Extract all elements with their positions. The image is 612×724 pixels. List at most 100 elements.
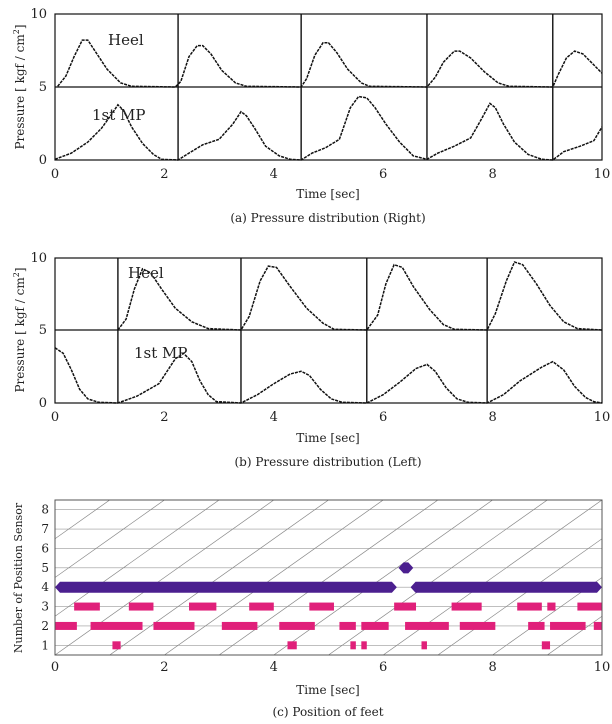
foot-segments (55, 562, 602, 650)
y-axis-label-main: Pressure [ kgf / cm (13, 277, 27, 393)
series-label-1st-mp: 1st MP (134, 344, 188, 362)
x-tick-label: 8 (488, 167, 496, 182)
x-tick-label: 10 (594, 167, 611, 182)
diagonal-gridline (273, 500, 493, 655)
right-foot-segment (394, 602, 417, 611)
pressure-curves (54, 261, 603, 404)
diagonal-gridline (55, 500, 275, 655)
diagonal-grid (55, 500, 602, 655)
x-tick-label: 0 (51, 410, 59, 425)
y-tick-label: 0 (39, 153, 47, 168)
x-axis-label: Time [sec] (296, 683, 359, 697)
x-tick-label: 8 (488, 660, 496, 675)
diagonal-gridline (218, 500, 439, 655)
left-foot-segment (410, 581, 602, 593)
y-axis-label-main: Pressure [ kgf / cm (13, 34, 27, 150)
right-foot-segment (221, 621, 258, 630)
y-tick-label: 7 (41, 522, 49, 536)
right-foot-segment (287, 641, 297, 650)
right-foot-segment (517, 602, 542, 611)
y-tick-label: 5 (39, 80, 47, 95)
panel-caption: (b) Pressure distribution (Left) (234, 455, 421, 469)
pressure-curve-heel (117, 261, 603, 331)
y-axis-label-end: ] (13, 267, 27, 272)
y-tick-label: 5 (41, 561, 49, 575)
right-foot-segment (547, 602, 556, 611)
y-axis-label-sup: 2 (12, 272, 21, 277)
diagonal-gridline (55, 500, 220, 617)
y-tick-labels: 0 5 10 (30, 251, 47, 411)
y-axis-label: Number of Position Sensor (12, 502, 25, 653)
right-foot-segment (339, 621, 356, 630)
right-foot-segment (459, 621, 496, 630)
y-tick-label: 5 (39, 323, 47, 338)
x-axis-label: Time [sec] (296, 431, 359, 445)
x-tick-labels: 0 2 4 6 8 10 (51, 410, 610, 425)
diagonal-gridline (492, 577, 602, 655)
pressure-curves (54, 39, 603, 161)
y-tick-label: 3 (41, 600, 49, 614)
y-tick-label: 10 (30, 7, 47, 22)
panel-caption: (a) Pressure distribution (Right) (230, 211, 425, 225)
right-foot-segment (593, 621, 602, 630)
y-tick-labels: 1 2 3 4 5 6 7 8 (41, 503, 49, 653)
right-foot-segment (528, 621, 545, 630)
right-foot-segment (128, 602, 154, 611)
x-tick-label: 6 (379, 167, 387, 182)
right-foot-segment (189, 602, 217, 611)
right-foot-segment (153, 621, 195, 630)
right-foot-segment (405, 621, 449, 630)
series-label-1st-mp: 1st MP (92, 106, 146, 124)
right-foot-segment (74, 602, 100, 611)
x-tick-label: 10 (594, 410, 611, 425)
x-axis-label: Time [sec] (296, 187, 359, 201)
y-axis-label-end: ] (13, 24, 27, 29)
y-tick-labels: 0 5 10 (30, 7, 47, 168)
right-foot-segment (279, 621, 315, 630)
x-tick-label: 2 (160, 167, 168, 182)
right-foot-segment (90, 621, 143, 630)
right-foot-segment (541, 641, 551, 650)
diagonal-gridline (109, 500, 329, 655)
x-tick-label: 6 (379, 660, 387, 675)
panel-caption: (c) Position of feet (272, 705, 383, 719)
right-foot-segment (112, 641, 121, 650)
x-tick-label: 0 (51, 660, 59, 675)
left-foot-segment (55, 581, 397, 593)
right-foot-segment (309, 602, 334, 611)
diagonal-gridline (328, 500, 548, 655)
right-foot-segment (55, 621, 77, 630)
y-tick-label: 6 (41, 541, 49, 555)
x-tick-label: 4 (270, 410, 278, 425)
x-tick-label: 2 (160, 410, 168, 425)
y-tick-label: 0 (39, 396, 47, 411)
x-tick-labels: 0 2 4 6 8 10 (51, 660, 610, 675)
x-tick-label: 10 (594, 660, 611, 675)
y-tick-label: 8 (41, 503, 49, 517)
series-label-heel: Heel (128, 264, 164, 282)
diagonal-gridline (164, 500, 384, 655)
x-tick-label: 6 (379, 410, 387, 425)
y-tick-label: 10 (30, 251, 47, 266)
right-foot-segment (421, 641, 427, 650)
right-foot-segment (577, 602, 602, 611)
y-tick-label: 2 (41, 619, 49, 633)
right-foot-segment (451, 602, 482, 611)
x-tick-label: 8 (488, 410, 496, 425)
x-tick-label: 0 (51, 167, 59, 182)
pressure-curve-1st-mp (54, 347, 603, 404)
panel-right-pressure: 0 5 10 0 2 4 6 8 10 Heel 1st MP Pressure [ kgf … (12, 7, 610, 225)
series-label-heel: Heel (108, 31, 144, 49)
diagonal-gridline (55, 500, 110, 540)
pressure-curve-heel (57, 39, 603, 88)
right-foot-segment (361, 621, 389, 630)
x-tick-label: 4 (270, 167, 278, 182)
y-axis-label-sup: 2 (12, 29, 21, 34)
y-tick-label: 1 (41, 638, 49, 652)
y-axis-label: Pressure [ kgf / cm2] (12, 24, 27, 149)
diagonal-gridline (601, 654, 602, 655)
x-tick-label: 4 (270, 660, 278, 675)
right-foot-segment (350, 641, 356, 650)
x-tick-labels: 0 2 4 6 8 10 (51, 167, 610, 182)
